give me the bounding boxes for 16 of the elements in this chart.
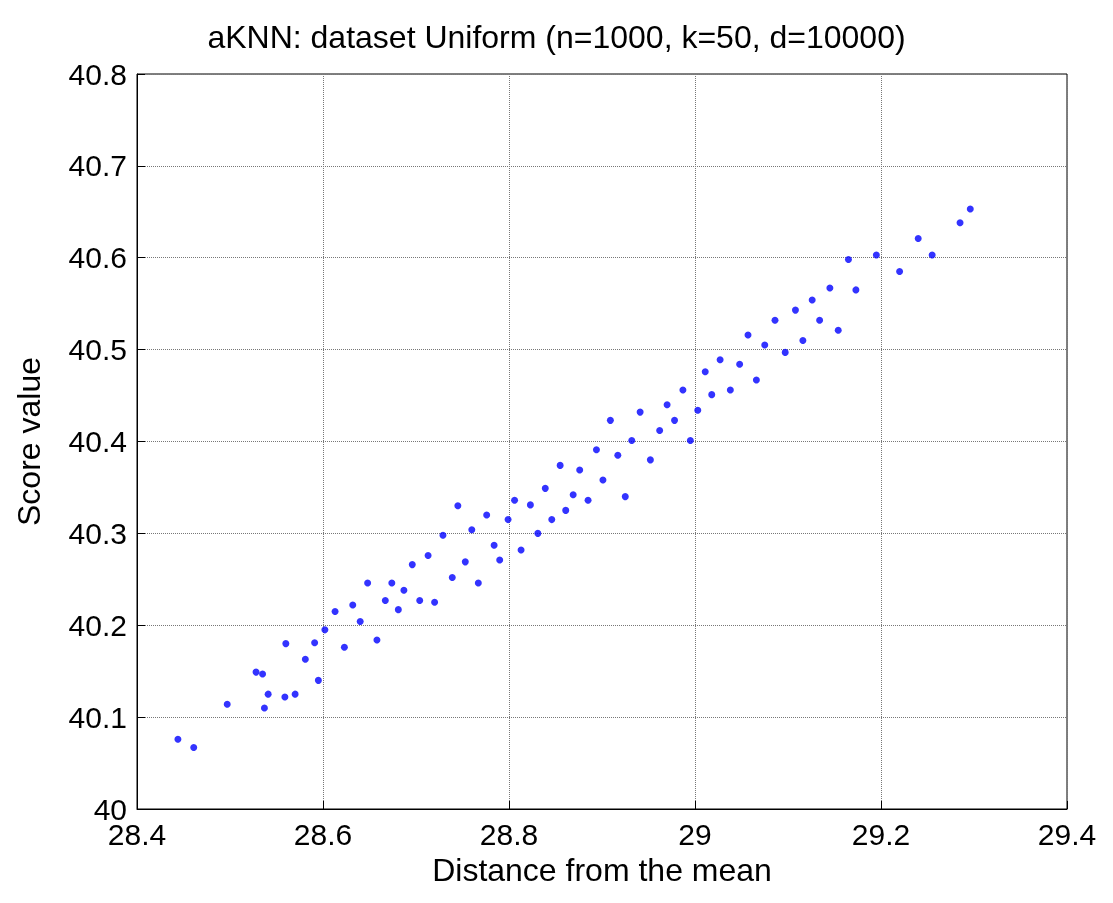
x-axis-title: Distance from the mean [432,851,772,888]
x-tick-label: 28.6 [293,817,353,851]
y-tick-label: 40.6 [68,241,127,275]
y-tick-label: 40.4 [68,425,127,458]
y-tick-label: 40.1 [68,700,127,734]
y-tick-label: 40.7 [68,149,127,183]
chart-title: aKNN: dataset Uniform (n=1000, k=50, d=10000) [207,19,906,55]
x-tick-label: 28.8 [479,817,539,851]
x-tick-label: 29.4 [1037,817,1097,851]
x-tick-label: 29.2 [851,817,911,851]
y-axis-title: Score value [11,357,47,526]
y-tick-label: 40.8 [68,57,127,91]
x-tick-label: 29 [678,817,712,851]
y-tick-label: 40.2 [68,608,127,642]
y-tick-label: 40.3 [68,516,127,550]
y-tick-label: 40.5 [68,333,127,367]
